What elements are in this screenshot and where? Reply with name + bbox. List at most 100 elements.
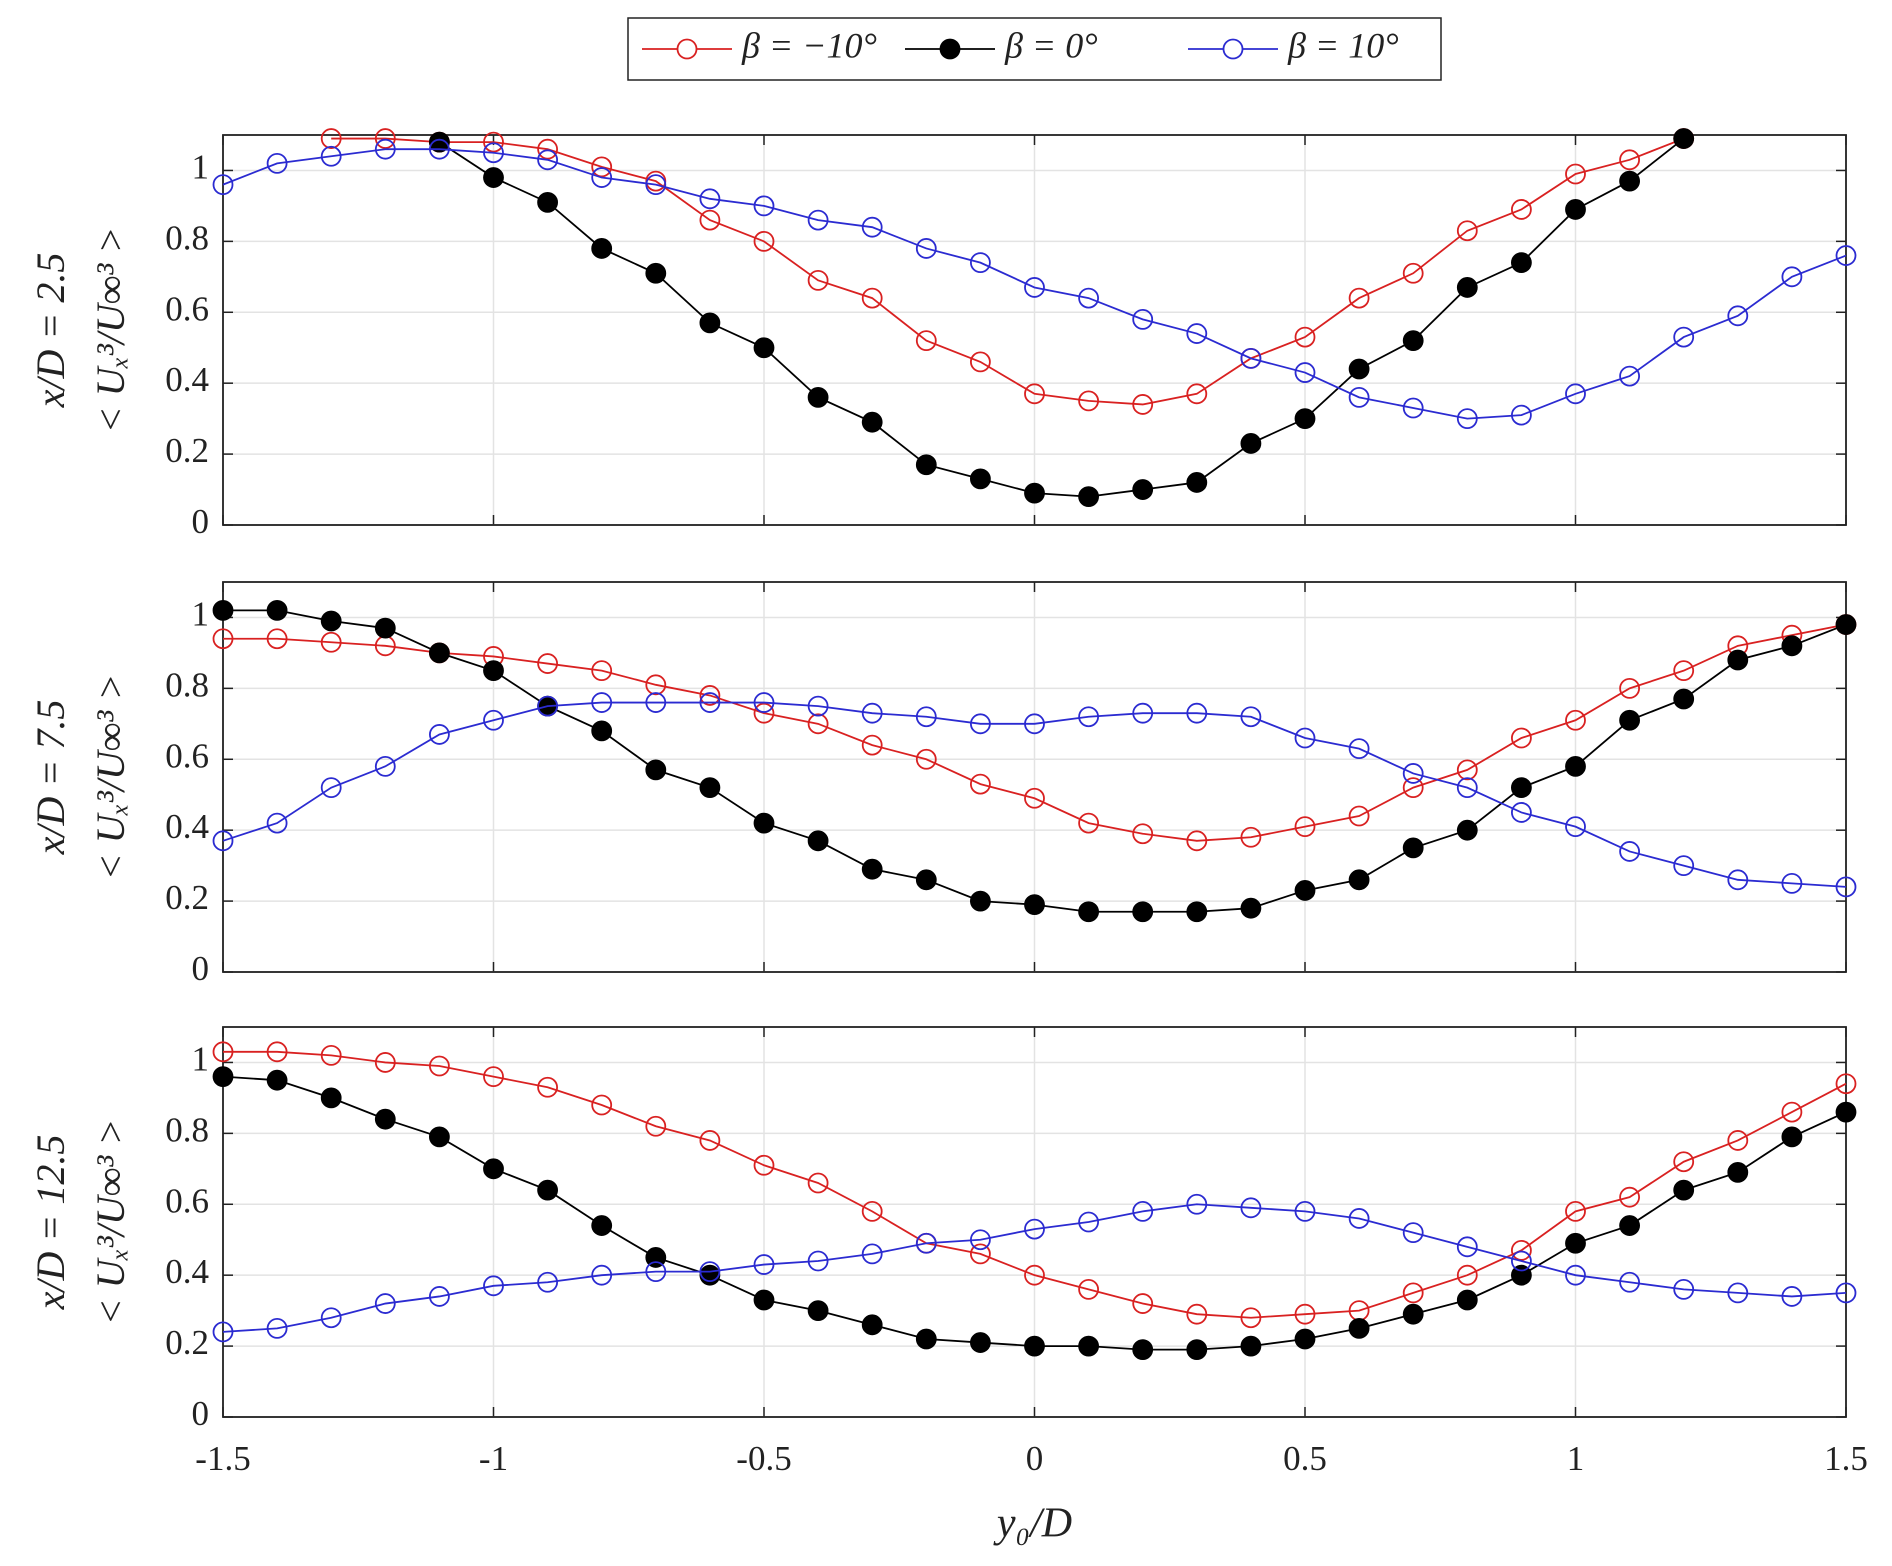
data-point (1673, 128, 1695, 149)
legend-box (627, 17, 1442, 81)
data-point (483, 1275, 504, 1297)
data-point (970, 713, 991, 735)
data-point (1186, 1193, 1208, 1215)
data-point (212, 599, 234, 621)
data-point (1294, 816, 1316, 838)
data-point (1456, 220, 1478, 242)
data-point (1240, 826, 1262, 848)
data-point (915, 869, 937, 891)
data-point (1402, 1303, 1424, 1325)
y-axis-label: x/D = 2.5 (28, 253, 73, 409)
data-point (753, 692, 775, 713)
data-point (1835, 1101, 1857, 1123)
data-point (1619, 841, 1640, 862)
data-point (1727, 869, 1749, 891)
data-point (1673, 688, 1695, 710)
data-point (699, 1261, 721, 1283)
data-point (320, 145, 342, 167)
data-point (1024, 1218, 1045, 1240)
y-tick-label: 1 (192, 594, 210, 633)
data-point (1619, 1271, 1640, 1293)
data-point (1024, 894, 1045, 916)
data-point (483, 1066, 504, 1088)
data-point (537, 138, 558, 160)
data-point (1619, 677, 1640, 699)
x-tick-label: -1 (479, 1439, 508, 1478)
y-tick-label: 0.6 (165, 1181, 209, 1220)
data-point (1781, 1101, 1803, 1123)
data-point (266, 1041, 288, 1063)
data-point (699, 692, 721, 713)
data-point (1294, 880, 1316, 901)
series-line (222, 148, 1847, 420)
data-point (1781, 1126, 1803, 1148)
data-point (591, 1215, 613, 1236)
data-point (428, 642, 450, 664)
data-point (266, 599, 288, 621)
legend-label: β = 10° (1287, 25, 1399, 65)
data-point (428, 1126, 450, 1148)
data-point (266, 1317, 288, 1339)
data-point (374, 635, 396, 657)
y-tick-label: 0.2 (165, 878, 209, 917)
data-point (428, 1286, 450, 1307)
data-point (1186, 901, 1208, 923)
data-point (537, 191, 558, 213)
series-line (223, 623, 1847, 842)
data-point (591, 660, 613, 682)
data-point (1781, 872, 1803, 894)
data-point (1565, 1232, 1586, 1254)
data-point (753, 230, 775, 252)
data-point (970, 351, 991, 373)
data-point (537, 149, 558, 171)
data-point (915, 454, 937, 476)
data-point (861, 858, 883, 880)
data-point (970, 890, 991, 912)
data-point (861, 702, 883, 724)
data-point (320, 128, 342, 149)
legend-marker (676, 38, 698, 60)
data-point (1835, 1073, 1857, 1095)
data-point (1078, 287, 1099, 309)
data-point (753, 1254, 775, 1275)
data-point (1024, 787, 1045, 809)
x-tick-label: -1.5 (195, 1439, 250, 1478)
data-point (1673, 660, 1695, 682)
data-point (537, 653, 558, 674)
data-point (591, 720, 613, 742)
y-tick-label: 0.8 (165, 665, 209, 704)
data-point (1727, 649, 1749, 671)
data-point (1781, 1286, 1803, 1307)
data-point (1186, 1339, 1208, 1361)
data-point (1619, 709, 1640, 731)
data-point (320, 1087, 342, 1109)
data-point (1186, 702, 1208, 724)
data-point (212, 1066, 234, 1088)
data-point (970, 252, 991, 274)
data-point (807, 209, 829, 231)
data-point (1456, 819, 1478, 841)
data-point (483, 1158, 504, 1180)
data-point (320, 631, 342, 653)
data-point (1619, 1186, 1640, 1208)
data-point (1673, 1179, 1695, 1201)
data-point (1456, 277, 1478, 298)
data-point (645, 262, 667, 284)
data-point (1348, 1300, 1370, 1322)
data-point (1402, 262, 1424, 284)
data-point (1132, 479, 1154, 500)
data-point (915, 330, 937, 352)
data-point (1402, 777, 1424, 799)
data-point (807, 695, 829, 717)
data-point (483, 131, 504, 153)
y-axis-label: < Uₓ³/U∞³ > (88, 674, 133, 881)
plot-frame (222, 134, 1847, 526)
data-point (807, 1300, 829, 1322)
data-point (699, 777, 721, 799)
data-point (1078, 390, 1099, 412)
data-point (1565, 1264, 1586, 1286)
data-point (1727, 1282, 1749, 1304)
data-point (1565, 163, 1586, 185)
data-point (807, 1250, 829, 1272)
data-point (266, 812, 288, 834)
